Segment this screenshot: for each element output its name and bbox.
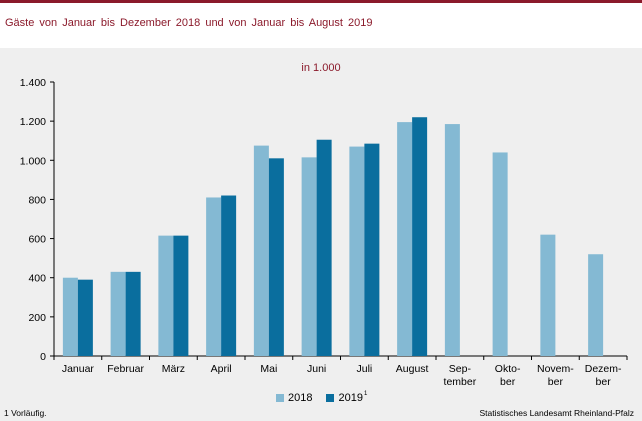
legend-swatch-2019 — [326, 394, 335, 402]
unit-label: in 1.000 — [301, 62, 341, 74]
legend-swatch-2018 — [276, 394, 284, 402]
x-tick-label: April — [211, 363, 232, 375]
x-tick-label: ber — [548, 376, 564, 388]
legend-label-2018: 2018 — [288, 392, 313, 404]
x-tick-label: Februar — [107, 363, 144, 375]
bar-2018-2 — [158, 235, 174, 356]
legend-footnote-marker: 1 — [363, 391, 368, 397]
bar-2018-0 — [62, 277, 78, 356]
x-tick-label: Okto- — [495, 363, 521, 375]
x-tick-label: Juni — [307, 363, 326, 375]
x-tick-label: Dezem- — [585, 363, 622, 375]
bar-2019-2 — [173, 235, 189, 356]
bar-2018-8 — [444, 124, 460, 356]
bar-2018-9 — [492, 152, 508, 356]
legend-item-2018: 2018 — [276, 392, 312, 404]
bar-2018-1 — [110, 271, 126, 356]
chart-title: Gäste von Januar bis Dezember 2018 und v… — [5, 17, 373, 29]
x-tick-label: Novem- — [537, 363, 574, 375]
y-tick-label: 1.000 — [20, 155, 46, 167]
bar-2018-7 — [397, 122, 413, 356]
x-tick-label: August — [396, 363, 429, 375]
bar-2019-7 — [412, 117, 428, 356]
bar-2018-10 — [540, 234, 556, 356]
bar-2018-5 — [301, 157, 317, 356]
bar-2019-1 — [125, 271, 141, 356]
footnote: 1 Vorläufig. — [4, 408, 47, 418]
x-tick-label: ber — [596, 376, 612, 388]
bar-2019-0 — [77, 279, 93, 356]
top-accent-bar — [0, 0, 642, 3]
y-tick-label: 600 — [28, 234, 46, 246]
x-tick-label: März — [162, 363, 185, 375]
legend-item-2019: 2019 1 — [326, 391, 368, 404]
y-tick-label: 800 — [28, 194, 46, 206]
bar-2019-5 — [316, 139, 332, 356]
y-tick-label: 1.400 — [20, 77, 46, 89]
x-tick-label: Mai — [260, 363, 277, 375]
bar-2019-3 — [221, 195, 237, 356]
bar-2019-4 — [268, 158, 284, 356]
x-tick-label: Juli — [356, 363, 372, 375]
x-tick-label: ber — [500, 376, 516, 388]
x-tick-label: Sep- — [449, 363, 472, 375]
header: Gäste von Januar bis Dezember 2018 und v… — [0, 3, 642, 45]
bar-2018-6 — [349, 146, 365, 356]
x-tick-label: Januar — [62, 363, 95, 375]
y-tick-label: 0 — [40, 351, 46, 363]
x-tick-label: tember — [444, 376, 477, 388]
bar-2018-11 — [588, 254, 604, 356]
bar-2019-6 — [364, 143, 380, 356]
bar-2018-4 — [253, 145, 269, 356]
legend-label-2019: 2019 — [338, 392, 363, 404]
legend: 2018 2019 1 — [276, 391, 381, 405]
y-tick-label: 400 — [28, 273, 46, 285]
y-tick-label: 200 — [28, 312, 46, 324]
bar-2018-3 — [206, 197, 222, 356]
y-tick-label: 1.200 — [20, 116, 46, 128]
source-note: Statistisches Landesamt Rheinland-Pfalz — [479, 408, 635, 418]
